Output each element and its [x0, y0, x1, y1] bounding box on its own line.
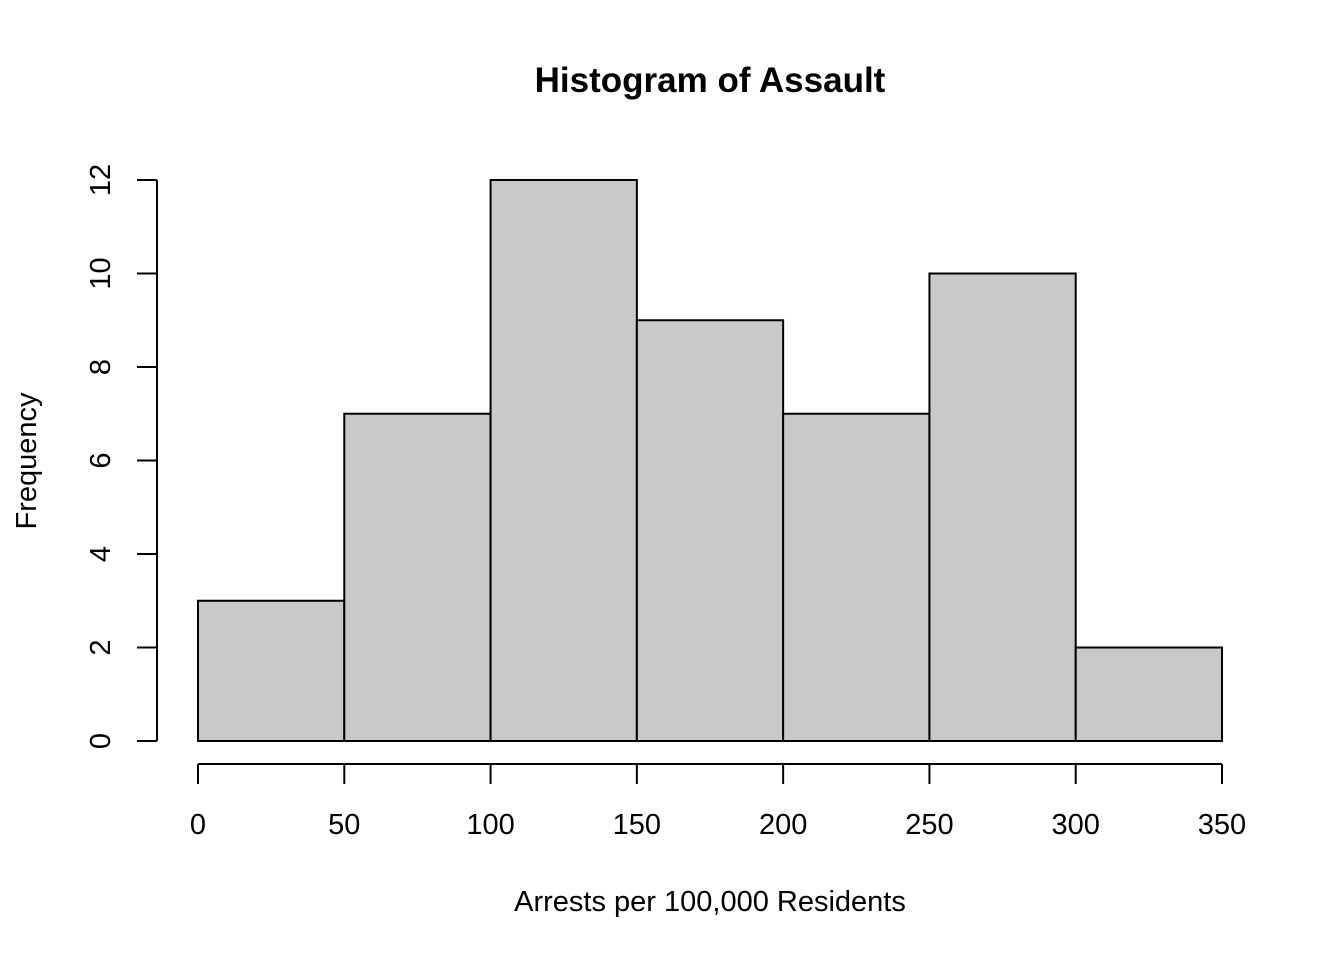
x-tick-label: 200 [759, 809, 807, 841]
histogram-bar [635, 319, 785, 742]
chart-title: Histogram of Assault [535, 61, 886, 100]
x-axis: 0 50 100 150 200 250 300 350 [190, 763, 1246, 841]
y-tick-label: 0 [85, 733, 117, 749]
histogram-bar [782, 412, 931, 742]
x-tick-label: 100 [466, 809, 514, 841]
x-tick-label: 150 [613, 809, 661, 841]
histogram-bar [928, 272, 1077, 742]
histogram-bar [197, 599, 346, 742]
y-tick-label: 8 [85, 359, 117, 375]
y-axis: 0 2 4 6 8 10 12 [85, 164, 158, 749]
y-tick-label: 10 [85, 257, 117, 289]
bars-group [197, 179, 1223, 742]
x-tick-label: 50 [328, 809, 360, 841]
y-tick-label: 12 [85, 164, 117, 196]
x-axis-label: Arrests per 100,000 Residents [514, 886, 906, 918]
x-tick-label: 350 [1198, 809, 1246, 841]
y-tick-label: 2 [85, 639, 117, 655]
x-tick-label: 300 [1052, 809, 1100, 841]
histogram-bar [1074, 646, 1223, 742]
histogram-bar [343, 412, 492, 742]
y-tick-label: 4 [85, 546, 117, 562]
histogram-bar [489, 179, 638, 742]
y-tick-label: 6 [85, 452, 117, 468]
x-tick-label: 0 [190, 809, 206, 841]
y-axis-label: Frequency [11, 392, 43, 530]
x-tick-label: 250 [905, 809, 953, 841]
